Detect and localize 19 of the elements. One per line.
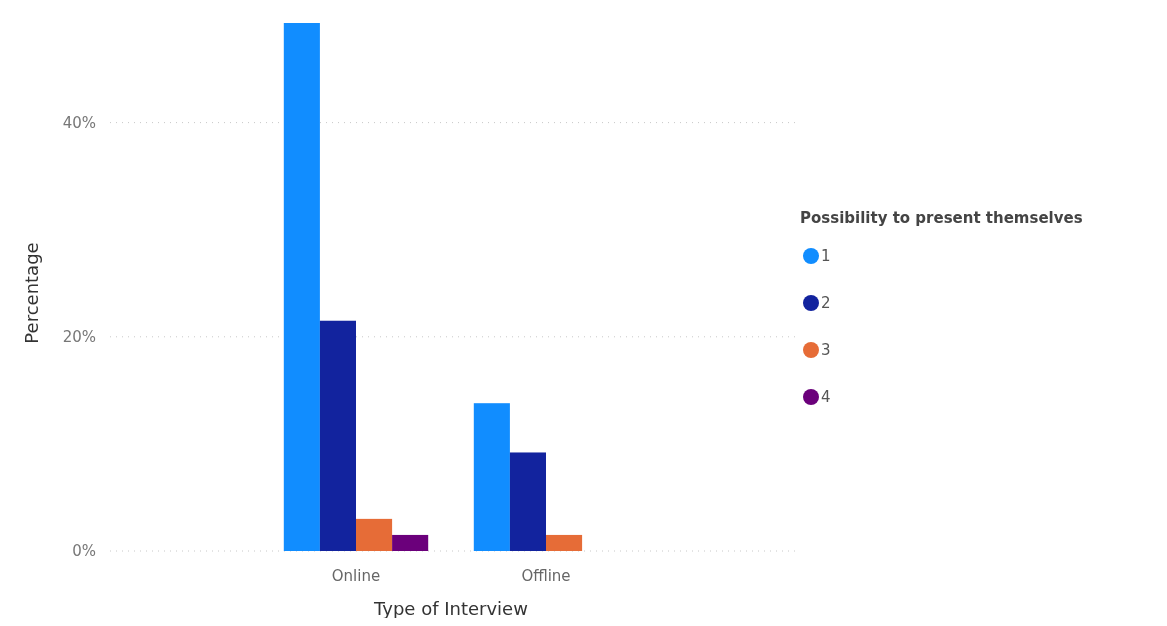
legend-label: 1 (821, 247, 831, 266)
legend-label: 2 (821, 294, 831, 313)
y-tick-label: 20% (62, 328, 96, 347)
bar (319, 320, 356, 551)
legend-label: 4 (821, 388, 831, 407)
x-tick-label: Online (331, 567, 381, 585)
x-axis-title: Type of Interview (373, 598, 528, 619)
y-tick-label: 0% (72, 542, 96, 561)
bar (473, 403, 510, 551)
bar (356, 518, 393, 551)
legend-label: 3 (821, 341, 831, 360)
bar (509, 452, 546, 551)
bar (392, 534, 429, 551)
bar (546, 534, 583, 551)
x-tick-label: Offline (521, 567, 571, 585)
bar (283, 23, 320, 551)
y-tick-label: 40% (62, 113, 96, 132)
y-axis-title: Percentage (21, 242, 42, 344)
legend-title: Possibility to present themselves (800, 209, 1083, 227)
